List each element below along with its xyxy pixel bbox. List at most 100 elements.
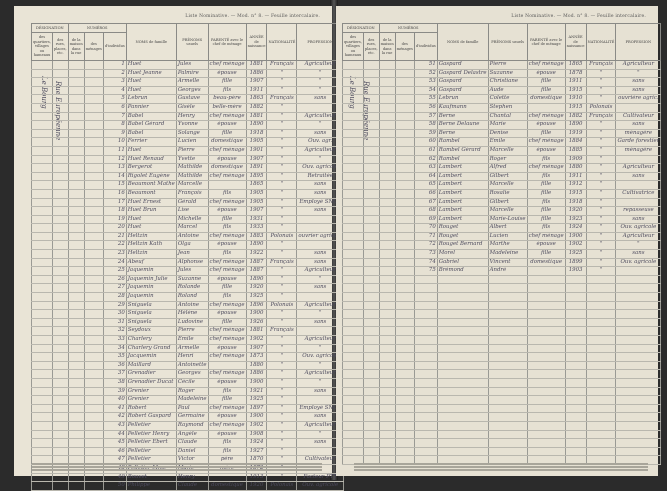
birth-year-cell: 1873	[245, 352, 268, 362]
table-row: 70 Rouget Albert fils 1924 " Ouv. agricole	[342, 223, 662, 233]
table-row	[342, 430, 662, 440]
surname-cell: Gaspard	[436, 77, 489, 87]
blank-cell	[362, 344, 380, 354]
blank-cell	[394, 232, 415, 242]
table-row: 52 Gaspard Delastre Suzanne épouse 1878 " "	[342, 69, 662, 79]
header-prenoms: PRÉNOMS usuels	[175, 23, 209, 61]
individual-number-cell	[413, 344, 438, 354]
table-row	[342, 361, 662, 371]
table-row: 35 Jacquemin Henri chef ménage 1873 " Ouv. agr…	[31, 352, 345, 362]
blank-cell	[67, 172, 85, 182]
individual-number-cell: 52	[413, 69, 438, 79]
nationality-cell: "	[585, 198, 617, 208]
surname-cell: Huet Jeanne	[125, 69, 177, 79]
first-name-cell: Stephen	[487, 103, 528, 113]
header-numeros: NUMÉROS	[67, 23, 127, 33]
first-name-cell	[487, 318, 528, 328]
nationality-cell: "	[266, 369, 298, 379]
birth-year-cell	[564, 387, 587, 397]
first-name-cell: Gustave	[175, 94, 209, 104]
blank-cell	[51, 86, 69, 96]
blank-cell	[51, 275, 69, 285]
header-des-quartiers: des quartiers, villages ou hameaux	[342, 32, 364, 61]
first-name-cell: Suzanne	[175, 275, 209, 285]
blank-cell	[342, 344, 364, 354]
individual-number-cell: 23	[102, 249, 127, 259]
relationship-cell: domestique	[207, 163, 247, 173]
table-row: 19 Huet Michelle fille 1931 "	[31, 215, 345, 225]
nationality-cell: "	[266, 129, 298, 139]
blank-cell	[67, 301, 85, 311]
table-row: 60 Rambel Émile chef ménage 1884 " Garde fores…	[342, 137, 662, 147]
surname-cell: Lambert	[436, 215, 489, 225]
relationship-cell: épouse	[526, 240, 566, 251]
blank-cell	[51, 378, 69, 388]
relationship-cell: chef ménage	[207, 146, 247, 156]
blank-cell	[362, 180, 380, 190]
blank-cell	[31, 137, 53, 147]
blank-cell	[31, 232, 53, 242]
surname-cell	[436, 352, 489, 362]
table-row: 24 Abeuf Alphonse chef ménage 1887 Français sa…	[31, 258, 345, 268]
blank-cell	[378, 430, 396, 440]
individual-number-cell: 7	[102, 112, 127, 122]
table-row	[342, 352, 662, 362]
blank-cell	[362, 301, 380, 311]
header-menages: des ménages	[83, 32, 104, 61]
blank-cell	[394, 60, 415, 70]
relationship-cell: fille	[526, 180, 566, 190]
profession-cell	[615, 301, 662, 311]
first-name-cell: Alfred	[487, 163, 528, 173]
blank-cell	[31, 335, 53, 345]
first-name-cell: Antoine	[175, 301, 209, 311]
blank-cell	[394, 198, 415, 208]
relationship-cell: fille	[526, 249, 566, 259]
blank-cell	[67, 155, 85, 165]
first-name-cell: Ludovine	[175, 318, 209, 328]
profession-cell	[615, 412, 662, 422]
blank-cell	[51, 335, 69, 345]
surname-cell: Jaquemin	[125, 283, 177, 294]
blank-cell	[342, 86, 364, 96]
blank-cell	[83, 258, 104, 268]
blank-cell	[67, 198, 85, 208]
table-row: 69 Lambert Marie-Louise fille 1923 " sans	[342, 215, 662, 225]
nationality-cell	[585, 326, 617, 336]
surname-cell: Pelletier Mme	[125, 464, 177, 474]
individual-number-cell: 24	[102, 258, 127, 268]
table-row: 45 Pelletier Ebert Claude fils 1924 " sans	[31, 438, 345, 448]
profession-cell	[615, 369, 662, 379]
profession-cell: Cultivateur	[615, 112, 662, 122]
birth-year-cell: 1907	[245, 77, 268, 87]
table-row: 33 Charlery Émile chef ménage 1902 " Agriculte…	[31, 335, 345, 345]
blank-cell	[31, 198, 53, 208]
blank-cell	[342, 249, 364, 259]
profession-cell: sans	[615, 86, 662, 96]
surname-cell: Pelletier Henry	[125, 430, 177, 440]
blank-cell	[67, 335, 85, 345]
nationality-cell	[585, 292, 617, 302]
table-row	[342, 421, 662, 431]
blank-cell	[394, 326, 415, 336]
individual-number-cell: 68	[413, 206, 438, 216]
relationship-cell: fils	[207, 438, 247, 448]
profession-cell	[615, 155, 662, 165]
nationality-cell: "	[266, 103, 298, 113]
surname-cell	[436, 318, 489, 328]
surname-cell: Huet	[125, 77, 177, 87]
individual-number-cell	[413, 430, 438, 440]
blank-cell	[83, 206, 104, 216]
table-row: 9 Babel Solange fille 1918 " sans	[31, 129, 345, 139]
blank-cell	[83, 335, 104, 345]
individual-number-cell: 10	[102, 137, 127, 147]
header-nationalite: NATIONALITÉ	[266, 23, 298, 61]
birth-year-cell: 1923	[564, 215, 587, 225]
blank-cell	[31, 258, 53, 268]
birth-year-cell: 1907	[245, 206, 268, 216]
individual-number-cell: 33	[102, 335, 127, 345]
table-row: 14 Rigolet Eugène Mathilde chef ménage 1895 "…	[31, 172, 345, 182]
surname-cell: Lambert	[436, 180, 489, 190]
birth-year-cell: 1912	[564, 180, 587, 190]
individual-number-cell: 20	[102, 223, 127, 233]
individual-number-cell: 45	[102, 438, 127, 448]
